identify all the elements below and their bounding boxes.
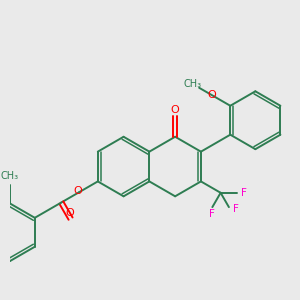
Text: CH₃: CH₃	[184, 79, 202, 89]
Text: CH₃: CH₃	[1, 171, 19, 181]
Text: F: F	[232, 204, 238, 214]
Text: F: F	[241, 188, 247, 198]
Text: F: F	[208, 209, 214, 219]
Text: O: O	[208, 90, 217, 100]
Text: O: O	[171, 105, 179, 115]
Text: O: O	[73, 186, 82, 196]
Text: O: O	[65, 208, 74, 218]
